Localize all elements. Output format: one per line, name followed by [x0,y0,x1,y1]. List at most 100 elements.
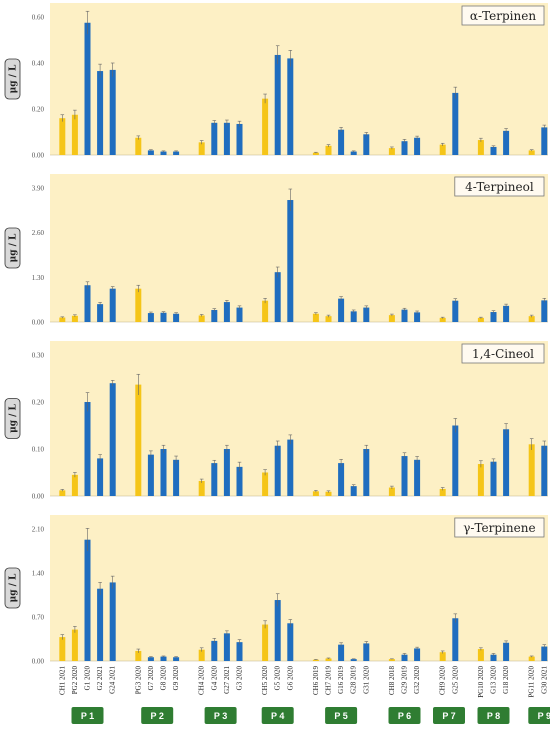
bar-ch1-2021 [59,317,66,322]
bar-ch5-2020 [262,98,269,155]
y-tick-label: 0.00 [32,319,45,327]
bar-g9-2020 [173,313,180,322]
bar-g5-2020 [274,272,281,322]
panel-background [50,341,548,496]
x-tick-label-ch8-2018: CH8 2018 [388,666,396,695]
y-tick-label: 0.20 [32,399,45,407]
bar-g31-2020 [363,643,370,661]
bar-ch8-2018 [388,315,395,322]
group-box-p-4 [261,707,294,724]
y-tick-label: 0.30 [32,352,45,360]
group-box-p-3 [204,707,237,724]
chart-title: γ-Terpinene [463,521,535,535]
bar-ch4-2020 [198,142,205,155]
bar-g4-2020 [211,463,218,496]
bar-g24-2021 [109,383,116,496]
y-axis-label-box [4,58,21,100]
bar-g30-2021 [541,300,548,322]
bar-pg3-2020 [135,288,142,322]
bar-g5-2020 [274,445,281,496]
bar-g27-2021 [223,633,230,661]
bar-ch7-2019 [325,658,332,661]
bar-pg2-2020 [71,315,78,322]
bar-ch8-2018 [388,148,395,155]
group-box-p-6 [388,707,421,724]
y-axis-label: μg / L [9,233,19,262]
bar-pg11-2020 [528,316,535,322]
bar-g7-2020 [147,657,154,661]
bar-ch7-2019 [325,491,332,496]
panel-terpinen: 0.00 0.20 0.40 0.60 α-Terpinen μg / L [4,3,548,160]
bar-g3-2020 [236,642,243,661]
bar-g3-2020 [236,123,243,155]
bar-g2-2021 [97,588,104,661]
group-box-p-7 [433,707,465,724]
y-tick-label: 0.10 [32,446,45,454]
x-tick-label-g24-2021: G24 2021 [109,666,117,694]
bar-pg11-2020 [528,444,535,496]
bar-g2-2021 [97,458,104,496]
x-tick-label-g9-2020: G9 2020 [172,666,180,691]
bar-g13-2020 [490,461,497,496]
x-tick-label-g32-2020: G32 2020 [413,666,421,694]
x-tick-label-g29-2019: G29 2019 [401,666,409,694]
y-axis-label-box [4,227,21,269]
bar-g5-2020 [274,600,281,661]
panel-1-4-cineol: 0.00 0.10 0.20 0.30 1,4-Cineol μg / L [4,341,548,501]
panel-terpinene: 0.00 0.70 1.40 2.10 γ-Terpinene μg / L [4,515,548,666]
y-axis-label: μg / L [9,573,19,602]
bar-g1-2020 [84,285,91,322]
bar-ch5-2020 [262,300,269,322]
x-tick-label-ch1-2021: CH1 2021 [58,666,66,695]
bar-g25-2020 [452,618,459,661]
bar-g18-2020 [503,429,510,496]
x-tick-label-g25-2020: G25 2020 [451,666,459,694]
panel-background [50,515,548,661]
bar-g3-2020 [236,307,243,322]
group-label-p-2: P 2 [151,711,164,721]
y-tick-label: 0.00 [32,493,45,501]
bar-ch8-2018 [388,659,395,661]
bar-g16-2019 [338,298,345,322]
bar-g30-2021 [541,127,548,155]
bar-g8-2020 [160,449,167,496]
bar-g25-2020 [452,425,459,496]
y-tick-label: 2.60 [32,229,45,237]
x-tick-label-g4-2020: G4 2020 [210,666,218,691]
y-tick-label: 0.00 [32,152,45,160]
bar-ch9-2020 [439,317,446,322]
bar-pg10-2020 [477,317,484,322]
bar-g30-2021 [541,646,548,661]
group-box-p-2 [141,707,174,724]
chart-title: 4-Terpineol [465,180,534,194]
group-box-p-1 [71,707,104,724]
group-label-p-3: P 3 [214,711,227,721]
x-tick-label-pg2-2020: PG2 2020 [71,666,79,695]
chart-title-box [461,5,545,26]
bar-g6-2020 [287,439,294,496]
bar-pg10-2020 [477,464,484,496]
group-label-p-4: P 4 [271,711,284,721]
bar-g31-2020 [363,307,370,322]
x-tick-label-g1-2020: G1 2020 [84,666,92,691]
bar-g16-2019 [338,644,345,661]
bar-ch4-2020 [198,315,205,322]
bar-pg10-2020 [477,649,484,661]
bar-pg3-2020 [135,137,142,155]
bar-g6-2020 [287,623,294,661]
bar-pg2-2020 [71,629,78,661]
bar-g29-2019 [401,654,408,661]
bar-g13-2020 [490,654,497,661]
bar-g3-2020 [236,466,243,496]
y-tick-label: 0.60 [32,14,45,22]
bar-ch1-2021 [59,637,66,661]
group-label-p-5: P 5 [334,711,347,721]
y-tick-label: 0.40 [32,60,45,68]
x-tick-label-g30-2021: G30 2021 [540,666,548,694]
bar-g25-2020 [452,92,459,155]
group-box-p-5 [325,707,358,724]
bar-g8-2020 [160,312,167,322]
bar-pg3-2020 [135,650,142,661]
y-axis-label: μg / L [9,64,19,93]
